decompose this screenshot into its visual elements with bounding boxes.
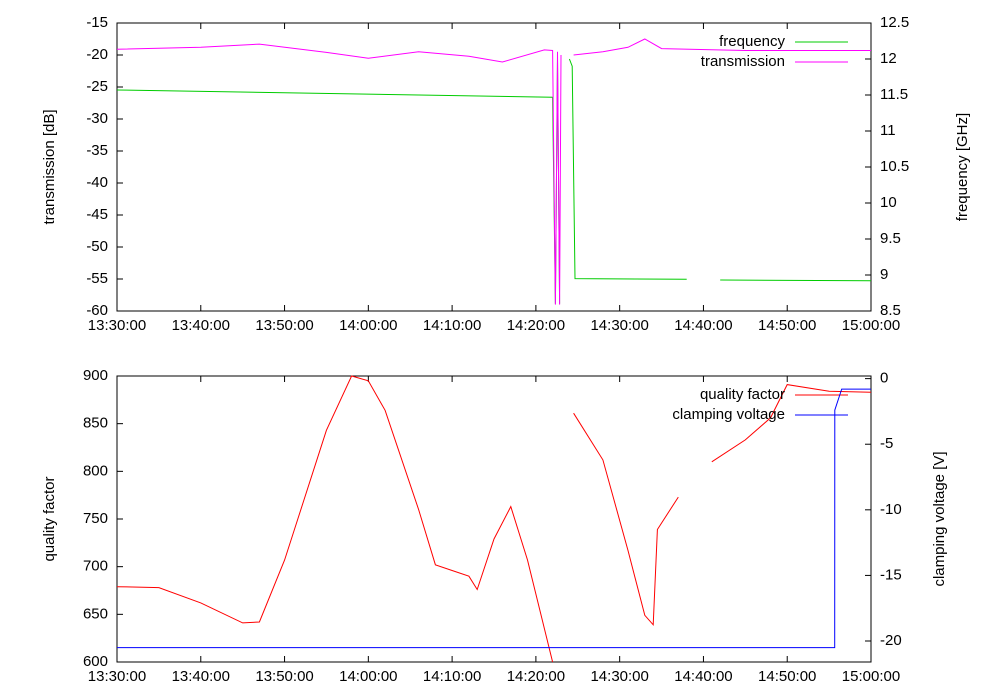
x-tick-label: 13:30:00	[88, 317, 146, 334]
x-tick-label: 15:00:00	[842, 668, 900, 685]
y-tick-label: -15	[86, 14, 108, 31]
x-tick-label: 14:00:00	[339, 317, 397, 334]
series-line	[116, 375, 872, 663]
y2-tick-label: -5	[880, 435, 893, 452]
y-tick-label: -40	[86, 174, 108, 191]
y-tick-label: -50	[86, 238, 108, 255]
x-tick-label: 14:10:00	[423, 668, 481, 685]
y-tick-label: -55	[86, 270, 108, 287]
y-axis-label: transmission [dB]	[41, 109, 58, 224]
y-tick-label: -45	[86, 206, 108, 223]
series-line	[117, 388, 871, 649]
x-tick-label: 14:20:00	[507, 668, 565, 685]
legend-label: frequency	[719, 33, 785, 50]
x-tick-label: 14:40:00	[674, 317, 732, 334]
series-line	[116, 58, 872, 304]
y-tick-label: 850	[83, 415, 108, 432]
y2-axis-label: clamping voltage [V]	[931, 451, 948, 586]
x-tick-label: 13:40:00	[172, 317, 230, 334]
x-tick-label: 13:50:00	[255, 668, 313, 685]
y-tick-label: 600	[83, 653, 108, 670]
x-tick-label: 14:30:00	[590, 668, 648, 685]
y2-axis-label: frequency [GHz]	[954, 113, 971, 221]
y2-tick-label: -10	[880, 501, 902, 518]
x-tick-label: 14:00:00	[339, 668, 397, 685]
y-axis-label: quality factor	[41, 476, 58, 561]
y-tick-label: 700	[83, 558, 108, 575]
y2-tick-label: 11	[880, 122, 896, 139]
x-tick-label: 13:30:00	[88, 668, 146, 685]
legend-label: clamping voltage	[672, 406, 785, 423]
x-tick-label: 13:50:00	[255, 317, 313, 334]
y2-tick-label: 10	[880, 194, 897, 211]
y2-tick-label: 12	[880, 50, 897, 67]
y2-tick-label: 9.5	[880, 230, 901, 247]
y2-tick-label: 12.5	[880, 14, 909, 31]
x-tick-label: 14:50:00	[758, 668, 816, 685]
x-tick-label: 14:30:00	[590, 317, 648, 334]
x-tick-label: 14:20:00	[507, 317, 565, 334]
y-tick-label: 650	[83, 605, 108, 622]
y-tick-label: -20	[86, 46, 108, 63]
y-tick-label: -25	[86, 78, 108, 95]
y2-tick-label: 9	[880, 266, 888, 283]
y-tick-label: -30	[86, 110, 108, 127]
y-tick-label: -35	[86, 142, 108, 159]
y-tick-label: 800	[83, 462, 108, 479]
y-tick-label: 750	[83, 510, 108, 527]
y-tick-label: 900	[83, 367, 108, 384]
y2-tick-label: 0	[880, 370, 888, 387]
series-line	[116, 38, 871, 305]
y-tick-label: -60	[86, 302, 108, 319]
x-tick-label: 13:40:00	[172, 668, 230, 685]
y2-tick-label: -15	[880, 566, 902, 583]
y2-tick-label: 8.5	[880, 302, 901, 319]
x-tick-label: 14:40:00	[674, 668, 732, 685]
x-tick-label: 14:50:00	[758, 317, 816, 334]
x-tick-label: 14:10:00	[423, 317, 481, 334]
x-tick-label: 15:00:00	[842, 317, 900, 334]
y2-tick-label: 10.5	[880, 158, 909, 175]
legend-label: transmission	[701, 53, 785, 70]
legend-label: quality factor	[700, 386, 785, 403]
y2-tick-label: -20	[880, 632, 902, 649]
y2-tick-label: 11.5	[880, 86, 908, 103]
